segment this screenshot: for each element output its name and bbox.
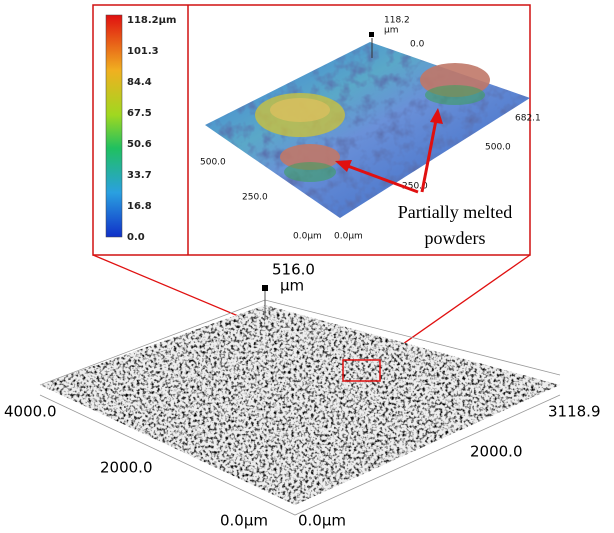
main-x-origin: 0.0µm [298, 512, 346, 530]
main-y-far: 4000.0 [4, 403, 57, 421]
colorbar-label: 50.6 [127, 139, 152, 150]
colorbar-label: 118.2µm [127, 15, 176, 26]
inset-z-zero: 0.0 [410, 40, 425, 50]
main-z-unit: µm [280, 277, 304, 295]
inset-x-far: 682.1 [515, 114, 541, 124]
colorbar-label: 0.0 [127, 232, 145, 243]
main-x-mid: 2000.0 [470, 443, 523, 461]
colorbar-label: 33.7 [127, 170, 152, 181]
colorbar-label: 84.4 [127, 77, 152, 88]
inset-y-mid: 250.0 [242, 193, 268, 203]
colorbar-label: 67.5 [127, 108, 152, 119]
main-y-mid: 2000.0 [100, 459, 153, 477]
colorbar-label: 101.3 [127, 46, 159, 57]
figure: 118.2µm101.384.467.550.633.716.80.0 118.… [0, 0, 614, 533]
inset-x-mid: 500.0 [485, 143, 511, 153]
colorbar [106, 15, 122, 237]
main-x-far: 3118.9 [548, 403, 601, 421]
annotation-line2: powders [425, 228, 486, 248]
inset-y-origin: 0.0µm [293, 232, 322, 242]
inset-x-origin: 0.0µm [334, 232, 363, 242]
inset-y-far: 500.0 [200, 158, 226, 168]
inset-z-top: 118.2 [384, 16, 410, 26]
annotation-line1: Partially melted [398, 202, 512, 222]
main-y-origin: 0.0µm [220, 512, 268, 530]
colorbar-label: 16.8 [127, 201, 152, 212]
main-surface [40, 285, 560, 515]
inset-z-unit: µm [384, 26, 399, 36]
